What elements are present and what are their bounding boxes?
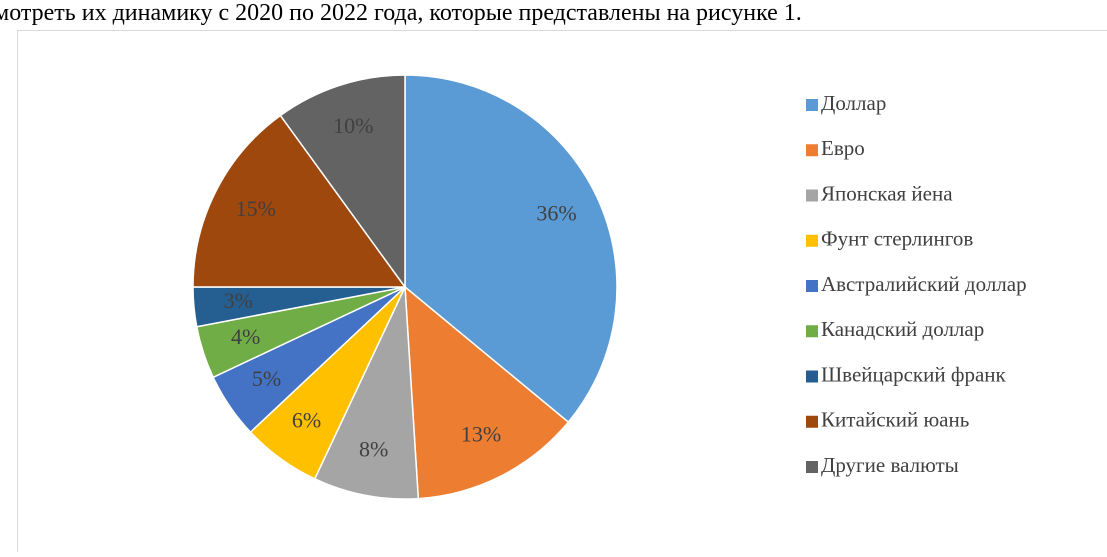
slice-label: 6% — [292, 408, 321, 433]
slice-label: 10% — [333, 113, 373, 138]
legend-label: Фунт стерлингов — [821, 227, 973, 251]
legend-swatch — [806, 461, 818, 473]
slice-label: 15% — [236, 196, 276, 221]
legend-label: Канадский доллар — [821, 317, 984, 341]
legend-swatch — [806, 416, 818, 428]
slice-label: 3% — [224, 288, 253, 313]
legend-swatch — [806, 325, 818, 337]
legend-swatch — [806, 280, 818, 292]
legend-swatch — [806, 190, 818, 202]
legend-label: Австралийский доллар — [821, 272, 1027, 296]
slice-label: 4% — [231, 324, 260, 349]
slice-label: 5% — [252, 366, 281, 391]
legend-label: Японская йена — [821, 181, 953, 205]
legend-label: Швейцарский франк — [821, 362, 1007, 386]
legend-label: Доллар — [821, 91, 886, 115]
legend-label: Китайский юань — [821, 408, 969, 432]
legend-label: Другие валюты — [821, 453, 959, 477]
legend-swatch — [806, 144, 818, 156]
slice-label: 13% — [461, 421, 501, 446]
slice-label: 8% — [359, 437, 388, 462]
caption: мотреть их динамику с 2020 по 2022 года,… — [0, 0, 802, 26]
legend-swatch — [806, 371, 818, 383]
legend-label: Евро — [821, 136, 865, 160]
legend-swatch — [806, 235, 818, 247]
legend-swatch — [806, 99, 818, 111]
slice-label: 36% — [536, 201, 576, 226]
